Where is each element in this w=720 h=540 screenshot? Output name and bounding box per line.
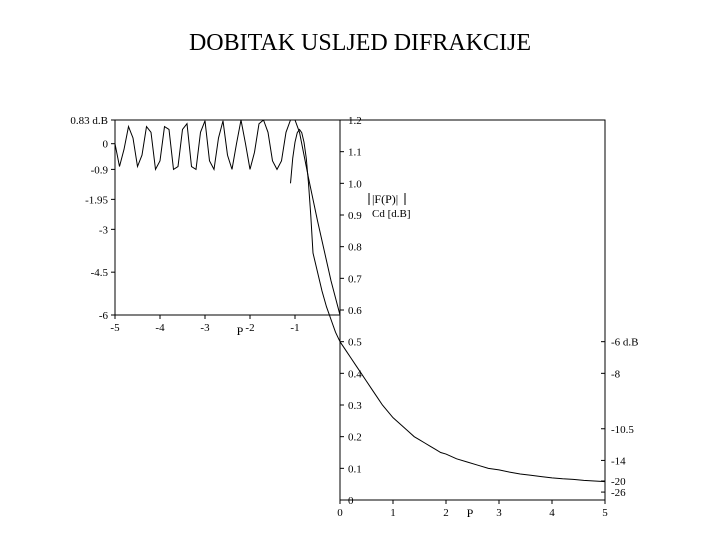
right-ytick-left-label: 0.1 (348, 463, 362, 475)
right-ytick-left-label: 0.4 (348, 368, 362, 380)
left-x-label: P (237, 324, 244, 338)
right-ytick-left-label: 0.6 (348, 305, 362, 317)
left-plot-box (115, 120, 340, 315)
right-ytick-right-label: -8 (611, 368, 621, 380)
right-ytick-right-label: -14 (611, 455, 626, 467)
left-ytick-label: -6 (99, 310, 109, 322)
left-xtick-label: -3 (200, 322, 210, 334)
right-y-label-fp: |F(P)| (372, 192, 398, 206)
right-xtick-label: 0 (337, 507, 343, 519)
left-ytick-label: -0.9 (91, 164, 109, 176)
chart-svg: 1.2 1.1 1.0 0.9 0.8 0.7 0.6 0.5 0.4 0.3 0.2 0.1 0 -6 … (70, 90, 660, 520)
right-xtick-label: 5 (602, 507, 608, 519)
left-xtick-label: -4 (155, 322, 165, 334)
right-ytick-left-label: 1.2 (348, 115, 362, 127)
left-ytick-label: -1.95 (85, 194, 108, 206)
right-xtick-label: 2 (443, 507, 449, 519)
right-ytick-left-label: 1.0 (348, 178, 362, 190)
right-y-label-cd: Cd [d.B] (372, 208, 411, 220)
right-ytick-right-label: -10.5 (611, 424, 634, 436)
left-ytick-label: -4.5 (91, 267, 109, 279)
right-ytick-left-label: 0.8 (348, 242, 362, 254)
right-xtick-label: 3 (496, 507, 502, 519)
right-ytick-left-label: 0.2 (348, 432, 362, 444)
right-ytick-right-label: -6 d.B (611, 337, 639, 349)
right-ytick-left-label: 0.5 (348, 337, 362, 349)
left-ytick-label: 0 (103, 139, 109, 151)
right-ytick-left-label: 0.3 (348, 400, 362, 412)
right-ytick-left-label: 0.9 (348, 210, 362, 222)
right-ytick-left-label: 0 (348, 495, 354, 507)
left-ytick-label: -3 (99, 224, 109, 236)
left-xtick-label: -1 (290, 322, 299, 334)
left-xtick-label: -2 (245, 322, 254, 334)
left-xtick-label: -5 (110, 322, 120, 334)
right-ytick-left-label: 1.1 (348, 147, 362, 159)
chart-container: 1.2 1.1 1.0 0.9 0.8 0.7 0.6 0.5 0.4 0.3 0.2 0.1 0 -6 … (70, 90, 660, 520)
right-ytick-right-label: -26 (611, 487, 626, 499)
right-x-label: P (467, 506, 474, 520)
right-xtick-label: 4 (549, 507, 555, 519)
right-ytick-left-label: 0.7 (348, 273, 362, 285)
page-title: DOBITAK USLJED DIFRAKCIJE (0, 30, 720, 57)
right-xtick-label: 1 (390, 507, 396, 519)
right-plot-box (340, 120, 605, 500)
left-ytick-label: 0.83 d.B (70, 115, 108, 127)
